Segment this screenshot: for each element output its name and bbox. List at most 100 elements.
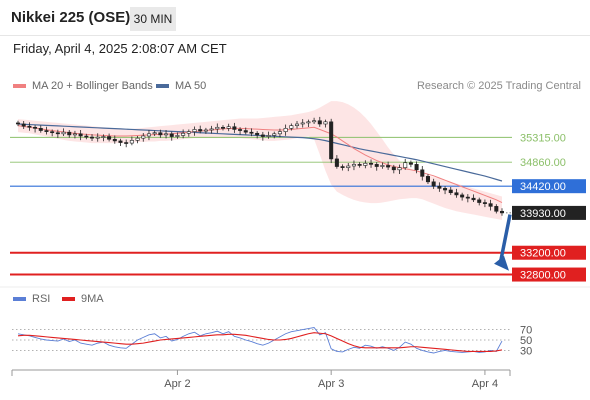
candle [266,131,271,139]
chart-datetime: Friday, April 4, 2025 2:08:07 AM CET [13,41,227,56]
candle-body [323,121,328,125]
level-label-support-1: 33200.00 [520,248,566,260]
candle [420,166,425,181]
candle-body [260,134,265,137]
candle-body [306,121,311,124]
candle [465,194,470,203]
level-label-resistance-2: 35315.00 [520,132,566,144]
candle [374,162,379,171]
candle [277,128,282,138]
legend-rsi-ma-label: 9MA [81,293,104,305]
candle [38,125,43,133]
candle [238,127,243,135]
candle-body [67,131,72,136]
candle-body [101,136,106,138]
candle [220,125,225,131]
rsi-swatch [13,297,26,302]
candle [61,128,66,136]
candle-body [198,129,203,132]
candle [141,133,146,142]
candle-body [146,133,151,137]
candle [146,130,151,141]
candle [95,133,100,142]
candle-body [277,131,282,135]
level-label-resistance-1: 34860.00 [520,157,566,169]
candle [243,127,248,135]
candle-body [374,164,379,167]
candle-body [124,142,129,144]
level-box-last-price [512,205,586,220]
level-box-support-2 [512,267,586,282]
candle-body [141,135,146,139]
time-axis: Apr 2 Apr 3 Apr 4 [11,369,511,390]
candle-body [78,133,83,137]
candle-body [334,158,339,167]
time-tick-label: Apr 3 [318,378,344,390]
candle [317,116,322,127]
candle [312,117,317,124]
candle-body [107,136,112,140]
candle [329,118,334,164]
candle-body [369,162,374,165]
candle [283,124,288,136]
timeframe-button[interactable]: 30 MIN [130,7,176,31]
candle-body [289,125,294,129]
candle [482,199,487,208]
credit-text: Research © 2025 Trading Central [416,80,581,92]
candle-body [482,202,487,204]
candle-body [454,192,459,196]
candle-body [448,189,453,194]
rsi-ma-swatch [62,297,75,302]
candle [249,128,254,137]
candle [124,139,129,148]
ma50-line [17,123,503,182]
candle-body [272,133,277,136]
candle [50,129,55,137]
level-box-support-1 [512,245,586,260]
candle-body [226,126,231,129]
candle-body [312,120,317,123]
candle-body [27,125,32,128]
candle [55,129,60,138]
candle [84,133,89,140]
candle [477,197,482,206]
legend-rsi: RSI [13,293,50,305]
price-panel: 35315.00 34860.00 34420.00 33930.00 33200.00… [10,101,586,282]
candle-body [55,132,60,135]
candle [306,119,311,128]
candle-body [340,166,345,168]
candle [460,192,465,201]
candle-body [255,132,260,136]
candle [192,126,197,136]
candle [129,136,134,146]
candle [112,135,117,144]
candle-body [186,131,191,134]
candle [391,164,396,174]
candle [169,131,174,141]
candle-body [15,122,21,125]
candle-body [38,128,43,131]
candle [118,138,123,147]
rsi-series-ma [17,332,503,352]
candle [454,188,459,198]
candle [414,161,419,174]
candle [403,158,408,170]
candle-body [181,132,186,136]
rsi-tick-label: 30 [520,345,532,357]
candle-body [232,126,237,130]
rsi-tick-label: 50 [520,335,532,347]
candle-body [192,129,197,132]
candle-body [175,135,180,137]
candle-body [135,137,140,141]
legend-ma50: MA 50 [156,80,206,92]
candle-body [33,126,38,129]
candle-body [351,164,356,167]
candle-body [112,138,117,142]
candle-body [403,162,408,168]
candle-body [215,126,220,130]
level-label-support-2: 32800.00 [520,270,566,282]
candle [164,130,169,139]
candle [351,160,356,171]
level-label-last-price: 33930.00 [520,208,566,220]
